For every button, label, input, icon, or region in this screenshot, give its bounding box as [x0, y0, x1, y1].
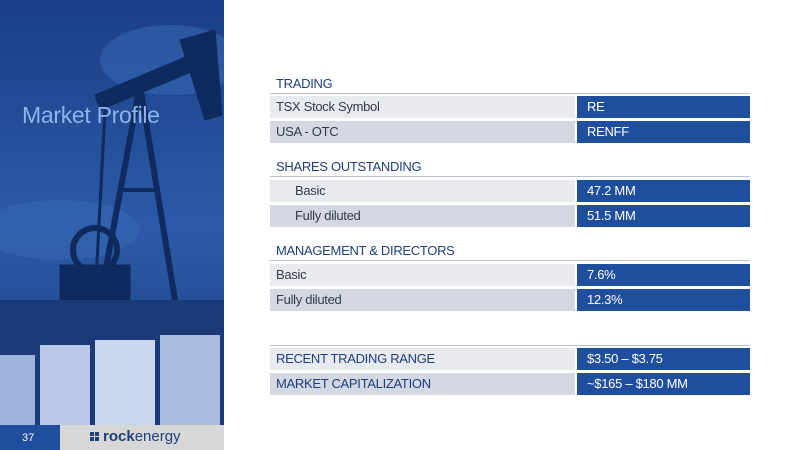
side-image [0, 0, 224, 450]
section-heading: SHARES OUTSTANDING [276, 159, 422, 174]
row-label: TSX Stock Symbol [270, 96, 575, 118]
table-row: RECENT TRADING RANGE $3.50 – $3.75 [270, 348, 750, 370]
row-label: Fully diluted [270, 289, 575, 311]
table-row: Basic 47.2 MM [270, 180, 750, 202]
row-label: Fully diluted [270, 205, 575, 227]
row-value: 51.5 MM [577, 205, 750, 227]
table-row: Fully diluted 51.5 MM [270, 205, 750, 227]
row-label: Basic [270, 264, 575, 286]
row-label: RECENT TRADING RANGE [270, 348, 575, 370]
table-row: Fully diluted 12.3% [270, 289, 750, 311]
section-heading: TRADING [276, 76, 333, 91]
section-heading: MANAGEMENT & DIRECTORS [276, 243, 455, 258]
section-rule [270, 345, 750, 346]
logo-icon [90, 432, 99, 441]
page-number: 37 [22, 432, 35, 444]
logo-text: energy [134, 428, 181, 445]
row-value: $3.50 – $3.75 [577, 348, 750, 370]
row-label: USA - OTC [270, 121, 575, 143]
table-row: Basic 7.6% [270, 264, 750, 286]
row-label: MARKET CAPITALIZATION [270, 373, 575, 395]
row-value: RE [577, 96, 750, 118]
section-rule [270, 176, 750, 177]
section-rule [270, 260, 750, 261]
table-row: USA - OTC RENFF [270, 121, 750, 143]
section-rule [270, 93, 750, 94]
footer-bar [60, 425, 224, 450]
row-value: 47.2 MM [577, 180, 750, 202]
slide-title: Market Profile [22, 102, 160, 128]
logo: rockenergy [90, 428, 181, 445]
row-label: Basic [270, 180, 575, 202]
row-value: 7.6% [577, 264, 750, 286]
row-value: RENFF [577, 121, 750, 143]
row-value: ~$165 – $180 MM [577, 373, 750, 395]
logo-text: rock [103, 428, 135, 445]
table-row: TSX Stock Symbol RE [270, 96, 750, 118]
row-value: 12.3% [577, 289, 750, 311]
table-row: MARKET CAPITALIZATION ~$165 – $180 MM [270, 373, 750, 395]
